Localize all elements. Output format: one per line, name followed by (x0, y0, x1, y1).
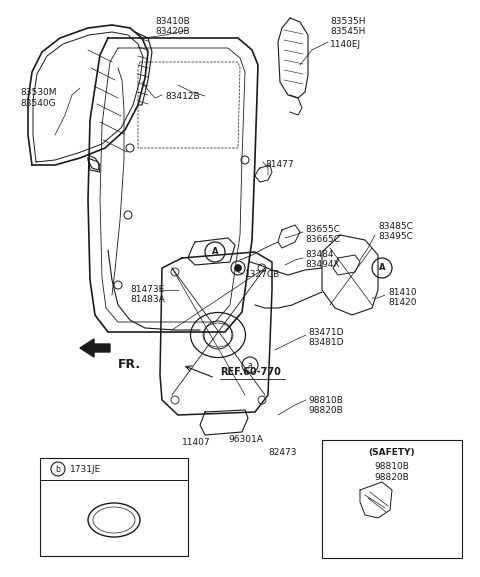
Text: 83665C: 83665C (305, 235, 340, 244)
Circle shape (235, 264, 241, 272)
Text: 98810B: 98810B (308, 396, 343, 405)
Text: A: A (212, 248, 218, 257)
Bar (322, 440, 462, 558)
Text: REF.60-770: REF.60-770 (220, 367, 281, 377)
Text: 1140EJ: 1140EJ (330, 40, 361, 49)
Text: 83540G: 83540G (20, 99, 56, 108)
Text: FR.: FR. (118, 358, 141, 371)
Text: (SAFETY): (SAFETY) (369, 448, 415, 457)
Text: 81473E: 81473E (130, 285, 164, 294)
Text: 83420B: 83420B (155, 27, 190, 36)
Text: b: b (56, 464, 60, 474)
Text: 83545H: 83545H (330, 27, 365, 36)
Text: 98820B: 98820B (308, 406, 343, 415)
Text: 81410: 81410 (388, 288, 417, 297)
Text: 83484: 83484 (305, 250, 334, 259)
Text: A: A (379, 264, 385, 272)
Text: 98820B: 98820B (374, 473, 409, 482)
Text: 83494X: 83494X (305, 260, 340, 269)
Text: 83471D: 83471D (308, 328, 344, 337)
Text: 83530M: 83530M (20, 88, 57, 97)
Text: 81420: 81420 (388, 298, 417, 307)
Text: 96301A: 96301A (228, 435, 263, 444)
Text: 83410B: 83410B (155, 17, 190, 26)
Text: 98810B: 98810B (374, 462, 409, 471)
Bar (40, 458, 188, 556)
Text: 83655C: 83655C (305, 225, 340, 234)
Text: 1731JE: 1731JE (70, 464, 101, 474)
FancyArrow shape (80, 339, 110, 357)
Text: 1327CB: 1327CB (245, 270, 280, 279)
Text: 83412B: 83412B (165, 92, 200, 101)
Text: 83535H: 83535H (330, 17, 365, 26)
Text: 82473: 82473 (268, 448, 297, 457)
Text: 83495C: 83495C (378, 232, 413, 241)
Text: 11407: 11407 (182, 438, 211, 447)
Text: 81477: 81477 (265, 160, 294, 169)
Text: 83481D: 83481D (308, 338, 344, 347)
Text: a: a (248, 361, 252, 369)
Text: 81483A: 81483A (130, 295, 165, 304)
Text: 83485C: 83485C (378, 222, 413, 231)
